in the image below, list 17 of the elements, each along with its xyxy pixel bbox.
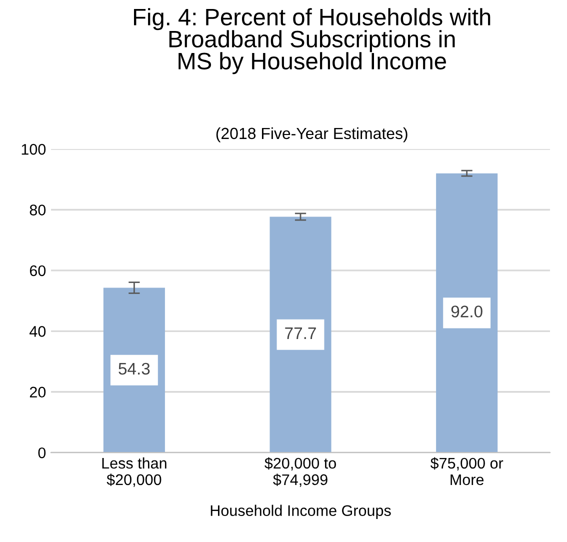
chart-subtitle: (2018 Five-Year Estimates) (216, 127, 408, 142)
bar (270, 216, 332, 453)
data-label: 92.0 (451, 306, 482, 318)
x-tick-label: $75,000 or More (430, 457, 504, 486)
x-tick-label: Less than $20,000 (102, 457, 166, 487)
x-tick-label: $20,000 to $74,999 (264, 457, 336, 487)
chart-title: Fig. 4: Percent of Households with Broadband Subscriptions in MS by Household Income (134, 8, 490, 74)
data-label: 54.3 (118, 362, 150, 375)
y-tick-label: 60 (30, 265, 46, 276)
y-tick-label: 40 (30, 326, 46, 337)
bar (436, 173, 498, 453)
y-tick-label: 100 (22, 144, 46, 155)
data-label: 77.7 (285, 327, 316, 339)
y-tick-label: 20 (30, 386, 46, 398)
y-tick-label: 0 (38, 447, 46, 458)
x-axis-title: Household Income Groups (210, 504, 391, 520)
y-tick-label: 80 (30, 204, 46, 216)
